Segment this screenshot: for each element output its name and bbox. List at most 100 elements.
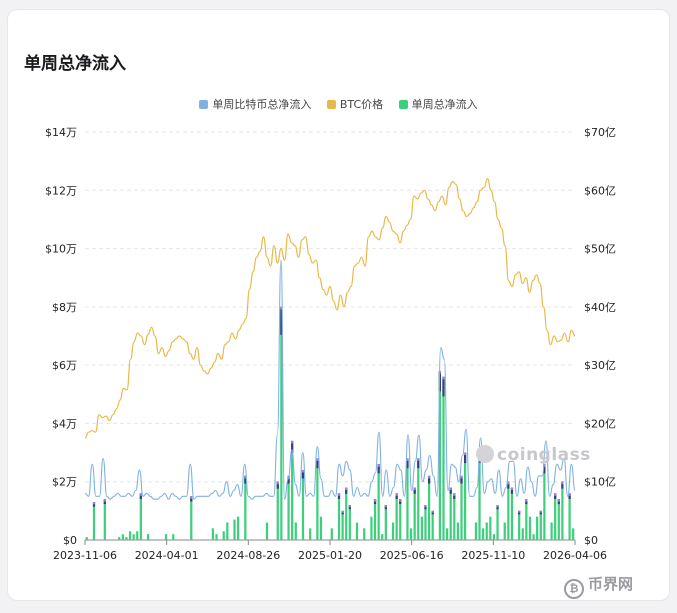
bar-segment-top [449, 487, 452, 491]
bar-segment-cap [337, 493, 341, 499]
bar-total-net-inflow [532, 534, 535, 540]
bar-segment-cap [453, 493, 456, 499]
bar-segment-cap [507, 481, 510, 489]
bar-segment-cap [543, 464, 546, 474]
bar-total-net-inflow [557, 499, 560, 540]
bar-segment-top [539, 510, 542, 513]
bar-total-net-inflow [172, 534, 175, 540]
bar-segment-top [561, 481, 564, 485]
bar-segment-top [496, 505, 499, 508]
bar-segment-top [417, 458, 420, 461]
bar-segment-top [413, 487, 416, 491]
bar-segment-top [431, 510, 434, 513]
y-left-tick-label: $14万 [45, 126, 77, 139]
y-right-tick-label: $10亿 [584, 476, 616, 489]
bar-segment-cap [417, 458, 420, 469]
bar-total-net-inflow [237, 516, 240, 540]
bar-total-net-inflow [301, 470, 305, 540]
bar-segment-top [568, 493, 571, 496]
bar-total-net-inflow [319, 516, 323, 540]
bar-segment-top [377, 464, 380, 467]
bar-segment-top [348, 505, 351, 508]
bar-segment-cap [377, 464, 380, 474]
bar-segment-top [103, 499, 106, 502]
x-tick-label: 2026-04-06 [543, 549, 607, 562]
bar-total-net-inflow [222, 531, 225, 540]
bar-segment-cap [287, 475, 290, 484]
bar-segment-top [463, 452, 467, 456]
bar-total-net-inflow [233, 519, 236, 540]
chart-title: 单周总净流入 [24, 54, 126, 74]
bar-segment-cap [244, 475, 247, 484]
bar-total-net-inflow [345, 487, 348, 540]
bar-total-net-inflow [128, 531, 132, 540]
legend-swatch-btc-price [326, 100, 336, 109]
bar-total-net-inflow [507, 481, 510, 540]
bar-segment-top [276, 481, 279, 485]
bar-total-net-inflow [485, 522, 488, 540]
bar-segment-top [139, 493, 142, 496]
bar-total-net-inflow [449, 487, 452, 540]
legend-item-btc-flow[interactable]: 单周比特币总净流入 [199, 96, 311, 112]
bar-total-net-inflow [132, 534, 135, 540]
bar-total-net-inflow [442, 376, 445, 540]
bar-total-net-inflow [280, 306, 283, 540]
y-right-tick-label: $30亿 [584, 359, 616, 372]
bar-total-net-inflow [85, 537, 88, 540]
bar-total-net-inflow [348, 505, 351, 540]
chart-legend: 单周比特币总净流入 BTC价格 单周总净流入 [0, 96, 677, 112]
bar-segment-cap [139, 493, 142, 499]
bar-total-net-inflow [316, 458, 319, 540]
site-logo: ₿ 币界网 [564, 573, 633, 599]
y-left-tick-label: $6万 [52, 359, 77, 372]
bar-total-net-inflow [561, 481, 564, 540]
bar-segment-cap [345, 487, 348, 494]
bar-segment-top [280, 306, 283, 310]
bar-segment-top [291, 440, 294, 444]
bar-total-net-inflow [341, 510, 344, 540]
site-logo-text: 币界网 [588, 575, 634, 593]
bar-segment-cap [316, 458, 319, 469]
bar-segment-top [427, 475, 431, 479]
bar-segment-top [92, 502, 96, 505]
bar-segment-cap [291, 440, 294, 453]
bar-segment-cap [442, 376, 445, 397]
bar-total-net-inflow [406, 458, 409, 540]
bar-total-net-inflow [417, 458, 420, 540]
bar-total-net-inflow [478, 452, 481, 540]
y-left-tick-label: $12万 [45, 184, 77, 197]
bar-total-net-inflow [489, 516, 492, 540]
bar-segment-cap [510, 487, 514, 494]
legend-item-total-flow[interactable]: 单周总净流入 [398, 96, 478, 112]
bar-segment-top [406, 458, 409, 461]
bar-total-net-inflow [363, 528, 366, 540]
y-left-tick-label: $0 [63, 534, 77, 547]
bar-total-net-inflow [424, 505, 427, 540]
bar-total-net-inflow [370, 516, 373, 540]
bar-segment-cap [463, 452, 467, 464]
legend-label-btc-flow: 单周比特币总净流入 [212, 98, 312, 111]
coinglass-watermark: coinglass [476, 445, 591, 465]
legend-item-btc-price[interactable]: BTC价格 [326, 96, 383, 112]
bar-total-net-inflow [460, 475, 463, 540]
bar-total-net-inflow [456, 522, 460, 540]
bar-segment-top [337, 493, 341, 496]
bar-total-net-inflow [294, 522, 297, 540]
x-tick-label: 2023-11-06 [53, 549, 117, 562]
bar-total-net-inflow [103, 499, 106, 540]
bar-segment-top [316, 458, 319, 461]
bar-segment-top [525, 499, 528, 502]
bar-total-net-inflow [409, 528, 413, 540]
bar-total-net-inflow [139, 493, 142, 540]
bar-segment-top [384, 505, 387, 508]
bar-segment-cap [301, 470, 305, 479]
legend-label-total-flow: 单周总净流入 [411, 98, 478, 111]
bar-segment-cap [460, 475, 463, 484]
bar-segment-top [510, 487, 514, 491]
line-btc-price [84, 177, 576, 439]
bar-segment-cap [568, 493, 571, 499]
bar-segment-top [244, 475, 247, 479]
bar-total-net-inflow [244, 475, 247, 540]
bar-segment-top [341, 510, 344, 513]
